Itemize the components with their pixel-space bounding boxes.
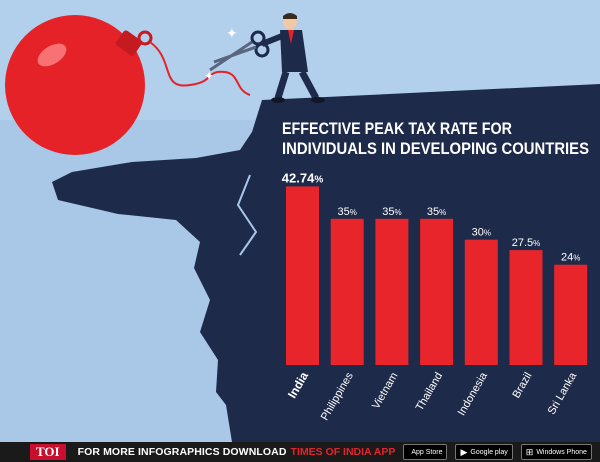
bar-sri-lanka	[554, 264, 588, 365]
bar-vietnam	[375, 218, 409, 365]
bar-india	[286, 186, 319, 365]
value-label-sri-lanka: 24%	[561, 252, 580, 264]
app-store-label: App Store	[411, 448, 443, 456]
bar-brazil	[509, 250, 543, 365]
bar-philippines	[330, 218, 364, 365]
google-play-label: Google play	[470, 448, 508, 456]
value-label-thailand: 35%	[427, 206, 446, 218]
windows-icon: ⊞	[525, 446, 534, 457]
svg-text:✦: ✦	[226, 26, 238, 42]
value-label-vietnam: 35%	[382, 206, 401, 218]
chart-title-line-2: INDIVIDUALS IN DEVELOPING COUNTRIES	[282, 139, 589, 158]
fuse-rope	[149, 41, 251, 96]
footer-promo-text: FOR MORE INFOGRAPHICS DOWNLOAD	[77, 446, 287, 458]
ball-cap	[116, 30, 142, 56]
value-label-india: 42.74%	[282, 170, 324, 185]
footer-bar: TOI FOR MORE INFOGRAPHICS DOWNLOAD TIMES…	[0, 442, 600, 462]
google-play-badge[interactable]: ▶ Google play	[455, 444, 513, 460]
cliff-shape	[52, 84, 600, 442]
bar-thailand	[420, 218, 454, 365]
footer-brand-text[interactable]: TIMES OF INDIA APP	[290, 446, 396, 458]
value-label-philippines: 35%	[338, 206, 357, 218]
toi-logo: TOI	[30, 444, 66, 460]
value-label-indonesia: 30%	[472, 227, 491, 239]
man-suit	[280, 30, 308, 72]
svg-text:✦: ✦	[204, 69, 214, 83]
chart-title-line-1: EFFECTIVE PEAK TAX RATE FOR	[282, 119, 512, 138]
businessman-with-scissors: ✦ ✦	[204, 13, 325, 103]
windows-phone-badge[interactable]: ⊞ Windows Phone	[520, 444, 592, 460]
windows-phone-label: Windows Phone	[536, 448, 587, 456]
wrecking-ball-illustration	[5, 15, 251, 155]
wrecking-ball	[5, 15, 145, 155]
app-store-badge[interactable]: App Store	[403, 444, 448, 460]
google-play-icon: ▶	[460, 446, 468, 457]
bar-indonesia	[464, 239, 498, 365]
cliff-crack	[236, 174, 258, 256]
value-label-brazil: 27.5%	[512, 237, 541, 249]
